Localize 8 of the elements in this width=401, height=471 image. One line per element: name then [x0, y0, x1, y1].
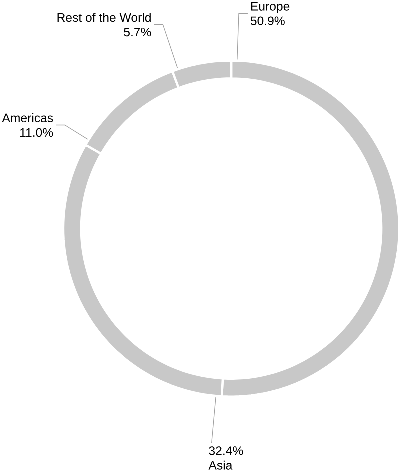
slice-label: Asia: [208, 460, 233, 470]
data-label: 50.9%: [251, 16, 286, 26]
slice-label: Europe: [252, 2, 290, 14]
data-label: 32.4%: [209, 446, 244, 456]
data-label: 5.7%: [124, 28, 152, 37]
slice-label: Americas: [2, 113, 54, 122]
data-label: 11.0%: [20, 128, 54, 138]
slice-label: Rest of the World: [58, 13, 152, 22]
